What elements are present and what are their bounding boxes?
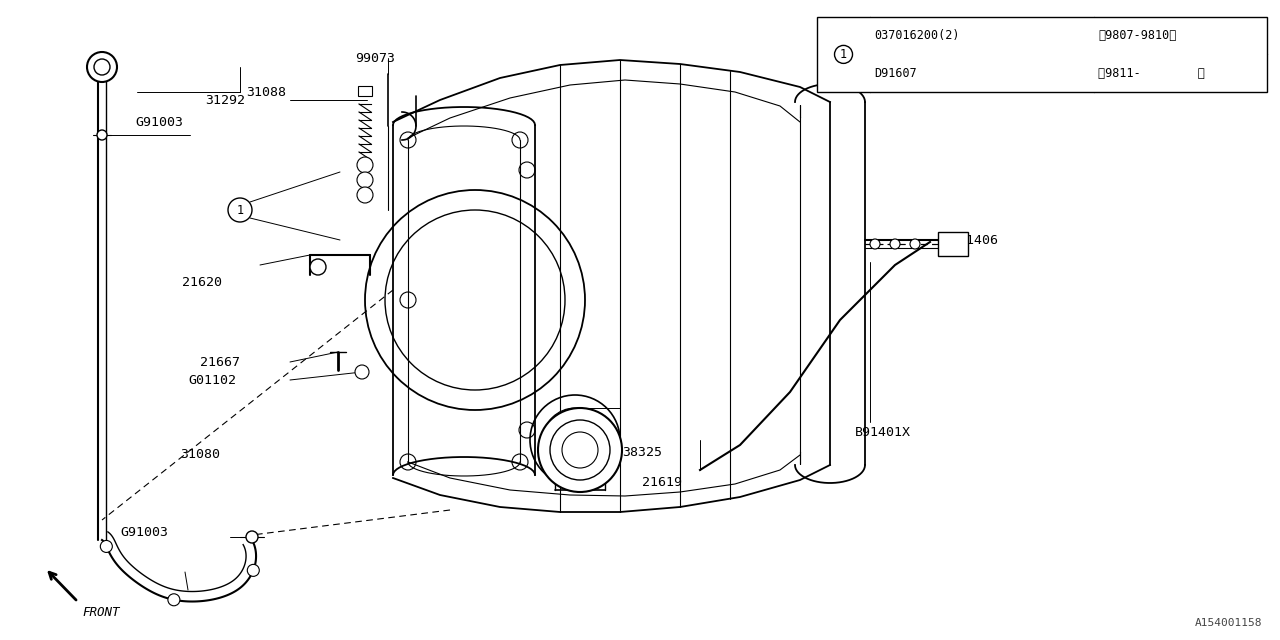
Circle shape	[228, 198, 252, 222]
Text: G91003: G91003	[134, 115, 183, 129]
Circle shape	[357, 187, 372, 203]
Circle shape	[562, 432, 598, 468]
Circle shape	[97, 130, 108, 140]
Circle shape	[246, 531, 259, 543]
Circle shape	[550, 420, 611, 480]
Circle shape	[870, 239, 881, 249]
Text: 037016200(2): 037016200(2)	[874, 29, 960, 42]
Text: 31080: 31080	[180, 449, 220, 461]
Text: 21619: 21619	[643, 476, 682, 488]
Text: A154001158: A154001158	[1194, 618, 1262, 628]
Circle shape	[100, 540, 113, 552]
Bar	[358, 86, 372, 96]
Text: 38325: 38325	[622, 445, 662, 458]
Text: 〈9811-        〉: 〈9811- 〉	[1098, 67, 1206, 80]
Text: G91003: G91003	[120, 525, 168, 538]
Text: 〈9807-9810〉: 〈9807-9810〉	[1098, 29, 1176, 42]
Circle shape	[890, 239, 900, 249]
Text: 31088: 31088	[246, 86, 285, 99]
Circle shape	[538, 408, 622, 492]
Text: FRONT: FRONT	[82, 606, 119, 619]
Text: D91607: D91607	[874, 67, 918, 80]
Text: D91406: D91406	[950, 234, 998, 246]
Circle shape	[355, 365, 369, 379]
Circle shape	[87, 52, 116, 82]
Circle shape	[357, 157, 372, 173]
Circle shape	[310, 259, 326, 275]
Circle shape	[247, 564, 260, 577]
Bar	[817, 17, 1267, 92]
Circle shape	[910, 239, 920, 249]
Text: 21620: 21620	[182, 275, 221, 289]
Text: 1: 1	[840, 48, 847, 61]
Circle shape	[835, 45, 852, 63]
Circle shape	[168, 594, 180, 606]
Text: 1: 1	[237, 204, 243, 216]
Text: 31292: 31292	[205, 93, 244, 106]
Bar	[938, 232, 968, 256]
Text: G01102: G01102	[188, 374, 236, 387]
Circle shape	[93, 59, 110, 75]
Text: B91401X: B91401X	[855, 426, 911, 438]
Circle shape	[357, 172, 372, 188]
Text: 21667: 21667	[200, 355, 241, 369]
Text: 99073: 99073	[355, 51, 396, 65]
